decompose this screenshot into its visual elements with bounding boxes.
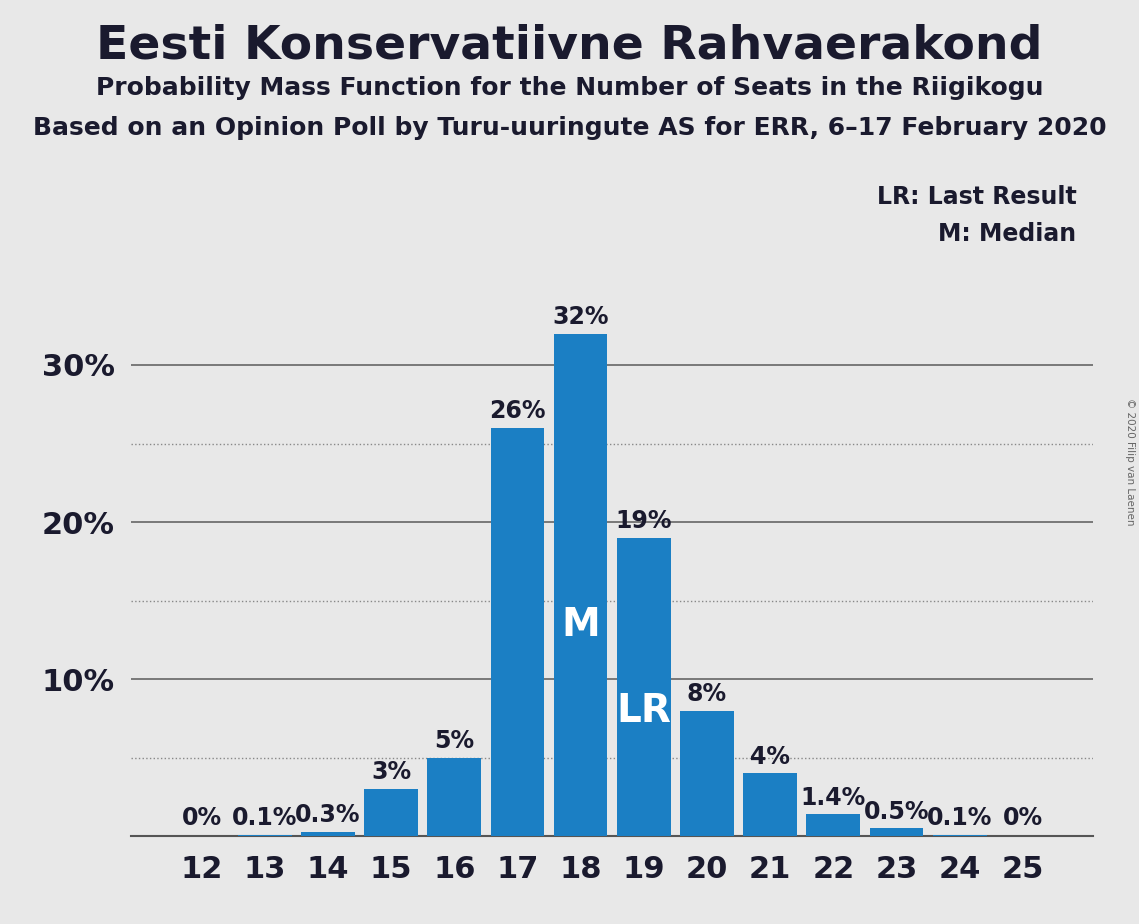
- Text: Based on an Opinion Poll by Turu-uuringute AS for ERR, 6–17 February 2020: Based on an Opinion Poll by Turu-uuringu…: [33, 116, 1106, 140]
- Bar: [427, 758, 481, 836]
- Text: 0%: 0%: [1002, 806, 1043, 830]
- Text: 0.1%: 0.1%: [232, 806, 297, 830]
- Text: 0.3%: 0.3%: [295, 803, 361, 827]
- Text: 32%: 32%: [552, 305, 609, 329]
- Text: 0.5%: 0.5%: [863, 799, 929, 823]
- Text: Probability Mass Function for the Number of Seats in the Riigikogu: Probability Mass Function for the Number…: [96, 76, 1043, 100]
- Text: 5%: 5%: [434, 729, 474, 753]
- Text: LR: Last Result: LR: Last Result: [877, 185, 1076, 209]
- Bar: [680, 711, 734, 836]
- Bar: [744, 773, 797, 836]
- Text: 26%: 26%: [490, 399, 546, 423]
- Text: 0%: 0%: [181, 806, 222, 830]
- Text: 0.1%: 0.1%: [927, 806, 992, 830]
- Bar: [554, 334, 607, 836]
- Text: © 2020 Filip van Laenen: © 2020 Filip van Laenen: [1125, 398, 1134, 526]
- Text: 3%: 3%: [371, 760, 411, 784]
- Bar: [364, 789, 418, 836]
- Bar: [301, 832, 354, 836]
- Text: 8%: 8%: [687, 682, 727, 706]
- Bar: [870, 828, 924, 836]
- Text: 19%: 19%: [615, 509, 672, 533]
- Text: M: M: [562, 606, 600, 644]
- Text: 1.4%: 1.4%: [801, 785, 866, 809]
- Bar: [806, 814, 860, 836]
- Bar: [933, 834, 986, 836]
- Text: 4%: 4%: [751, 745, 790, 769]
- Bar: [491, 428, 544, 836]
- Bar: [238, 834, 292, 836]
- Bar: [617, 538, 671, 836]
- Text: LR: LR: [616, 692, 671, 730]
- Text: M: Median: M: Median: [939, 222, 1076, 246]
- Text: Eesti Konservatiivne Rahvaerakond: Eesti Konservatiivne Rahvaerakond: [97, 23, 1042, 68]
